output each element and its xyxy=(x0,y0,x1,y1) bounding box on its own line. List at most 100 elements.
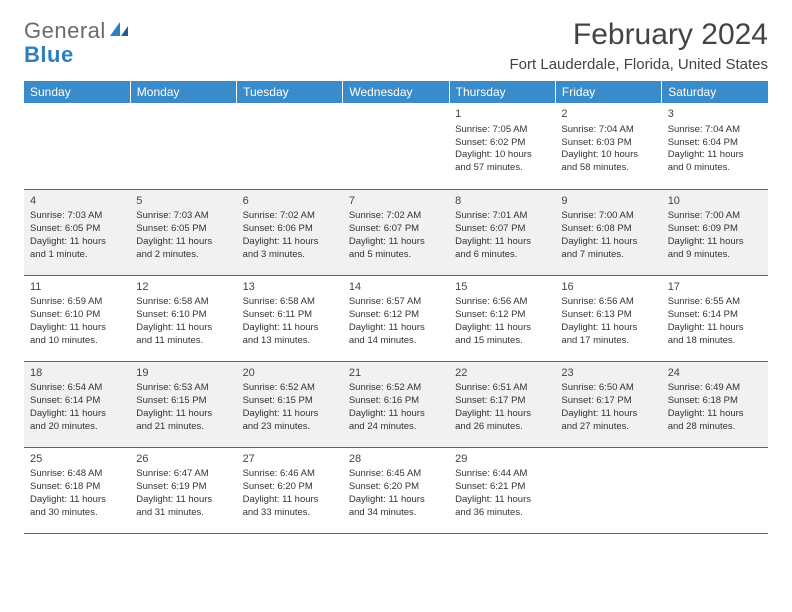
sunrise-text: Sunrise: 6:58 AM xyxy=(243,296,337,309)
day-cell: 15Sunrise: 6:56 AMSunset: 6:12 PMDayligh… xyxy=(449,275,555,361)
week-row: 25Sunrise: 6:48 AMSunset: 6:18 PMDayligh… xyxy=(24,447,768,533)
location: Fort Lauderdale, Florida, United States xyxy=(510,56,768,73)
calendar-head: Sunday Monday Tuesday Wednesday Thursday… xyxy=(24,81,768,103)
sunset-text: Sunset: 6:12 PM xyxy=(349,309,443,322)
day-number: 24 xyxy=(668,366,762,381)
day-cell: 20Sunrise: 6:52 AMSunset: 6:15 PMDayligh… xyxy=(237,361,343,447)
sunrise-text: Sunrise: 7:05 AM xyxy=(455,124,549,137)
sunset-text: Sunset: 6:15 PM xyxy=(243,395,337,408)
day-cell xyxy=(662,447,768,533)
day-cell: 18Sunrise: 6:54 AMSunset: 6:14 PMDayligh… xyxy=(24,361,130,447)
day-number: 16 xyxy=(561,280,655,295)
day-cell: 1Sunrise: 7:05 AMSunset: 6:02 PMDaylight… xyxy=(449,103,555,189)
day-cell: 25Sunrise: 6:48 AMSunset: 6:18 PMDayligh… xyxy=(24,447,130,533)
daylight-text: Daylight: 11 hours and 30 minutes. xyxy=(30,494,124,520)
day-cell: 12Sunrise: 6:58 AMSunset: 6:10 PMDayligh… xyxy=(130,275,236,361)
day-number: 15 xyxy=(455,280,549,295)
daylight-text: Daylight: 11 hours and 31 minutes. xyxy=(136,494,230,520)
week-row: 18Sunrise: 6:54 AMSunset: 6:14 PMDayligh… xyxy=(24,361,768,447)
sail-icon xyxy=(108,20,130,43)
daylight-text: Daylight: 11 hours and 9 minutes. xyxy=(668,236,762,262)
daylight-text: Daylight: 11 hours and 34 minutes. xyxy=(349,494,443,520)
title-block: February 2024 Fort Lauderdale, Florida, … xyxy=(510,18,768,73)
sunset-text: Sunset: 6:08 PM xyxy=(561,223,655,236)
calendar-table: Sunday Monday Tuesday Wednesday Thursday… xyxy=(24,81,768,534)
day-number: 4 xyxy=(30,194,124,209)
weekday-header: Friday xyxy=(555,81,661,103)
daylight-text: Daylight: 11 hours and 27 minutes. xyxy=(561,408,655,434)
sunrise-text: Sunrise: 6:52 AM xyxy=(243,382,337,395)
sunrise-text: Sunrise: 6:59 AM xyxy=(30,296,124,309)
month-title: February 2024 xyxy=(510,18,768,52)
daylight-text: Daylight: 11 hours and 17 minutes. xyxy=(561,322,655,348)
sunrise-text: Sunrise: 6:56 AM xyxy=(561,296,655,309)
sunset-text: Sunset: 6:10 PM xyxy=(136,309,230,322)
sunrise-text: Sunrise: 6:49 AM xyxy=(668,382,762,395)
daylight-text: Daylight: 11 hours and 3 minutes. xyxy=(243,236,337,262)
daylight-text: Daylight: 11 hours and 26 minutes. xyxy=(455,408,549,434)
sunrise-text: Sunrise: 6:45 AM xyxy=(349,468,443,481)
sunset-text: Sunset: 6:03 PM xyxy=(561,137,655,150)
sunset-text: Sunset: 6:09 PM xyxy=(668,223,762,236)
day-number: 9 xyxy=(561,194,655,209)
daylight-text: Daylight: 10 hours and 58 minutes. xyxy=(561,149,655,175)
day-cell: 17Sunrise: 6:55 AMSunset: 6:14 PMDayligh… xyxy=(662,275,768,361)
day-cell: 7Sunrise: 7:02 AMSunset: 6:07 PMDaylight… xyxy=(343,189,449,275)
sunrise-text: Sunrise: 6:51 AM xyxy=(455,382,549,395)
day-cell: 26Sunrise: 6:47 AMSunset: 6:19 PMDayligh… xyxy=(130,447,236,533)
day-number: 14 xyxy=(349,280,443,295)
sunrise-text: Sunrise: 6:48 AM xyxy=(30,468,124,481)
day-number: 25 xyxy=(30,452,124,467)
logo-text-general: General xyxy=(24,18,106,44)
sunrise-text: Sunrise: 7:03 AM xyxy=(30,210,124,223)
sunset-text: Sunset: 6:19 PM xyxy=(136,481,230,494)
daylight-text: Daylight: 10 hours and 57 minutes. xyxy=(455,149,549,175)
sunrise-text: Sunrise: 6:58 AM xyxy=(136,296,230,309)
daylight-text: Daylight: 11 hours and 10 minutes. xyxy=(30,322,124,348)
day-cell: 24Sunrise: 6:49 AMSunset: 6:18 PMDayligh… xyxy=(662,361,768,447)
day-cell xyxy=(24,103,130,189)
day-number: 22 xyxy=(455,366,549,381)
day-cell: 5Sunrise: 7:03 AMSunset: 6:05 PMDaylight… xyxy=(130,189,236,275)
day-cell: 28Sunrise: 6:45 AMSunset: 6:20 PMDayligh… xyxy=(343,447,449,533)
sunset-text: Sunset: 6:17 PM xyxy=(561,395,655,408)
daylight-text: Daylight: 11 hours and 2 minutes. xyxy=(136,236,230,262)
day-cell: 6Sunrise: 7:02 AMSunset: 6:06 PMDaylight… xyxy=(237,189,343,275)
day-number: 8 xyxy=(455,194,549,209)
week-row: 11Sunrise: 6:59 AMSunset: 6:10 PMDayligh… xyxy=(24,275,768,361)
sunrise-text: Sunrise: 7:00 AM xyxy=(561,210,655,223)
day-number: 29 xyxy=(455,452,549,467)
weekday-header: Tuesday xyxy=(237,81,343,103)
day-number: 7 xyxy=(349,194,443,209)
sunset-text: Sunset: 6:13 PM xyxy=(561,309,655,322)
daylight-text: Daylight: 11 hours and 15 minutes. xyxy=(455,322,549,348)
day-number: 12 xyxy=(136,280,230,295)
daylight-text: Daylight: 11 hours and 28 minutes. xyxy=(668,408,762,434)
logo: General xyxy=(24,18,132,44)
sunset-text: Sunset: 6:18 PM xyxy=(668,395,762,408)
day-cell: 2Sunrise: 7:04 AMSunset: 6:03 PMDaylight… xyxy=(555,103,661,189)
daylight-text: Daylight: 11 hours and 21 minutes. xyxy=(136,408,230,434)
daylight-text: Daylight: 11 hours and 11 minutes. xyxy=(136,322,230,348)
day-cell: 19Sunrise: 6:53 AMSunset: 6:15 PMDayligh… xyxy=(130,361,236,447)
day-cell xyxy=(237,103,343,189)
day-cell: 14Sunrise: 6:57 AMSunset: 6:12 PMDayligh… xyxy=(343,275,449,361)
day-number: 21 xyxy=(349,366,443,381)
day-number: 10 xyxy=(668,194,762,209)
week-row: 1Sunrise: 7:05 AMSunset: 6:02 PMDaylight… xyxy=(24,103,768,189)
sunset-text: Sunset: 6:02 PM xyxy=(455,137,549,150)
daylight-text: Daylight: 11 hours and 24 minutes. xyxy=(349,408,443,434)
day-number: 6 xyxy=(243,194,337,209)
sunset-text: Sunset: 6:18 PM xyxy=(30,481,124,494)
sunrise-text: Sunrise: 6:57 AM xyxy=(349,296,443,309)
day-cell: 13Sunrise: 6:58 AMSunset: 6:11 PMDayligh… xyxy=(237,275,343,361)
day-cell: 21Sunrise: 6:52 AMSunset: 6:16 PMDayligh… xyxy=(343,361,449,447)
weekday-header: Wednesday xyxy=(343,81,449,103)
day-number: 26 xyxy=(136,452,230,467)
day-cell xyxy=(343,103,449,189)
sunset-text: Sunset: 6:17 PM xyxy=(455,395,549,408)
sunrise-text: Sunrise: 6:44 AM xyxy=(455,468,549,481)
day-cell: 9Sunrise: 7:00 AMSunset: 6:08 PMDaylight… xyxy=(555,189,661,275)
daylight-text: Daylight: 11 hours and 1 minute. xyxy=(30,236,124,262)
sunset-text: Sunset: 6:20 PM xyxy=(349,481,443,494)
